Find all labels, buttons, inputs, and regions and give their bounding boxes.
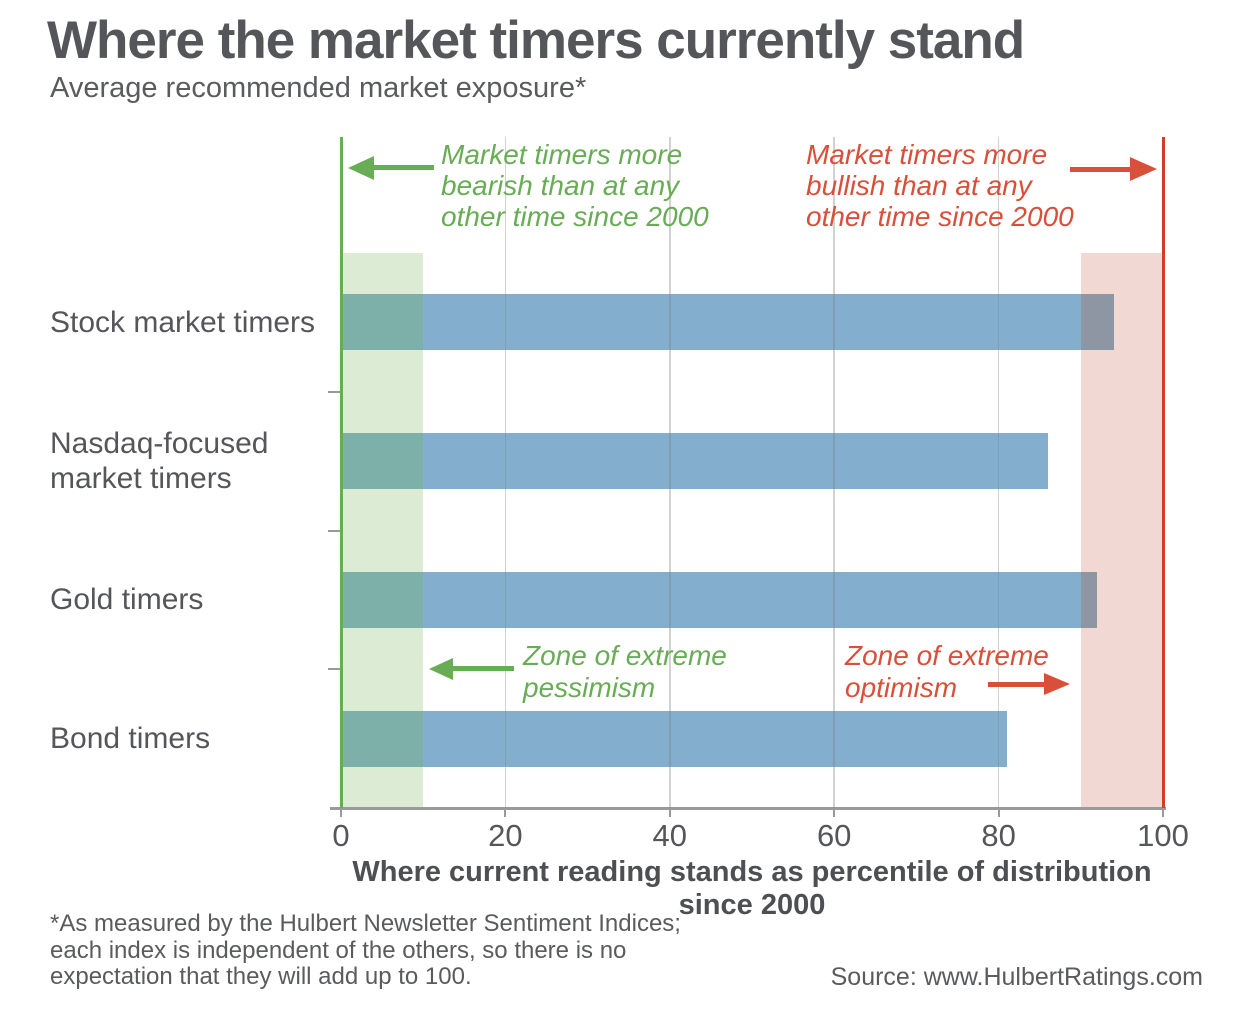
bar-segment-over-pessimism-zone xyxy=(341,294,424,351)
page-title: Where the market timers currently stand xyxy=(47,11,1025,70)
x-axis-tick xyxy=(997,808,1000,817)
bar xyxy=(423,294,1081,351)
category-label: Bond timers xyxy=(40,669,332,808)
bullish-annotation-line: Market timers more xyxy=(806,139,1048,170)
chart-subtitle: Average recommended market exposure* xyxy=(50,72,587,104)
x-axis-title: Where current reading stands as percenti… xyxy=(352,856,1152,921)
category-label: Gold timers xyxy=(40,531,332,670)
footnote: *As measured by the Hulbert Newsletter S… xyxy=(50,910,681,991)
bar-segment-over-optimism-zone xyxy=(1080,571,1098,628)
footnote-line: expectation that they will add up to 100… xyxy=(50,963,472,990)
gridline xyxy=(997,137,1000,808)
category-label-text: Bond timers xyxy=(50,722,211,756)
bearish-annotation-line: other time since 2000 xyxy=(441,201,709,232)
x-axis-tick xyxy=(1162,808,1164,817)
x-tick-label: 60 xyxy=(816,818,852,853)
bullish-annotation-line: bullish than at any xyxy=(806,170,1032,201)
bar-segment-over-optimism-zone xyxy=(1080,294,1114,351)
x-tick-label: 0 xyxy=(332,818,350,853)
category-label-text: Nasdaq-focused market timers xyxy=(50,427,269,496)
hundred-percentile-reference-line xyxy=(1162,137,1165,808)
gridline xyxy=(833,137,835,808)
optimism-zone-line: optimism xyxy=(845,672,958,703)
zero-percentile-reference-line xyxy=(340,137,343,808)
y-axis-tick xyxy=(328,390,341,393)
bar-segment-over-pessimism-zone xyxy=(341,571,424,628)
category-label: Nasdaq-focused market timers xyxy=(40,392,332,531)
category-label-text: Gold timers xyxy=(50,583,204,617)
bearish-annotation: Market timers more bearish than at any o… xyxy=(441,139,709,232)
bullish-annotation: Market timers more bullish than at any o… xyxy=(806,139,1074,232)
category-label-text: Stock market timers xyxy=(50,305,316,339)
x-axis-tick xyxy=(504,808,507,817)
category-label: Stock market timers xyxy=(40,253,332,392)
x-axis-tick xyxy=(833,808,836,817)
pessimism-zone-line: Zone of extreme xyxy=(523,640,727,671)
x-tick-label: 40 xyxy=(652,818,688,853)
gridline xyxy=(504,137,507,808)
y-axis-tick xyxy=(328,668,341,671)
bar xyxy=(423,433,1048,490)
gridline xyxy=(669,137,671,808)
pessimism-zone-annotation: Zone of extreme pessimism xyxy=(523,640,727,704)
x-axis-tick xyxy=(340,808,342,817)
bearish-annotation-line: Market timers more xyxy=(441,139,683,170)
x-axis-line xyxy=(330,807,1166,810)
footnote-line: *As measured by the Hulbert Newsletter S… xyxy=(50,910,681,937)
y-axis-tick xyxy=(328,529,341,532)
bar-segment-over-pessimism-zone xyxy=(341,433,424,490)
x-axis-tick xyxy=(668,808,671,817)
footnote-line: each index is independent of the others,… xyxy=(50,936,627,964)
optimism-zone-annotation: Zone of extreme optimism xyxy=(845,640,1049,704)
bar xyxy=(423,710,1007,767)
x-tick-label: 20 xyxy=(488,818,523,853)
x-tick-label: 100 xyxy=(1137,818,1189,853)
source-credit: Source: www.HulbertRatings.com xyxy=(830,963,1203,991)
bullish-annotation-line: other time since 2000 xyxy=(806,201,1074,232)
bearish-annotation-line: bearish than at any xyxy=(441,170,680,201)
bar-segment-over-pessimism-zone xyxy=(341,710,424,767)
bar xyxy=(423,571,1081,628)
pessimism-zone-line: pessimism xyxy=(523,672,656,703)
x-tick-label: 80 xyxy=(981,818,1016,853)
optimism-zone-line: Zone of extreme xyxy=(845,640,1049,671)
